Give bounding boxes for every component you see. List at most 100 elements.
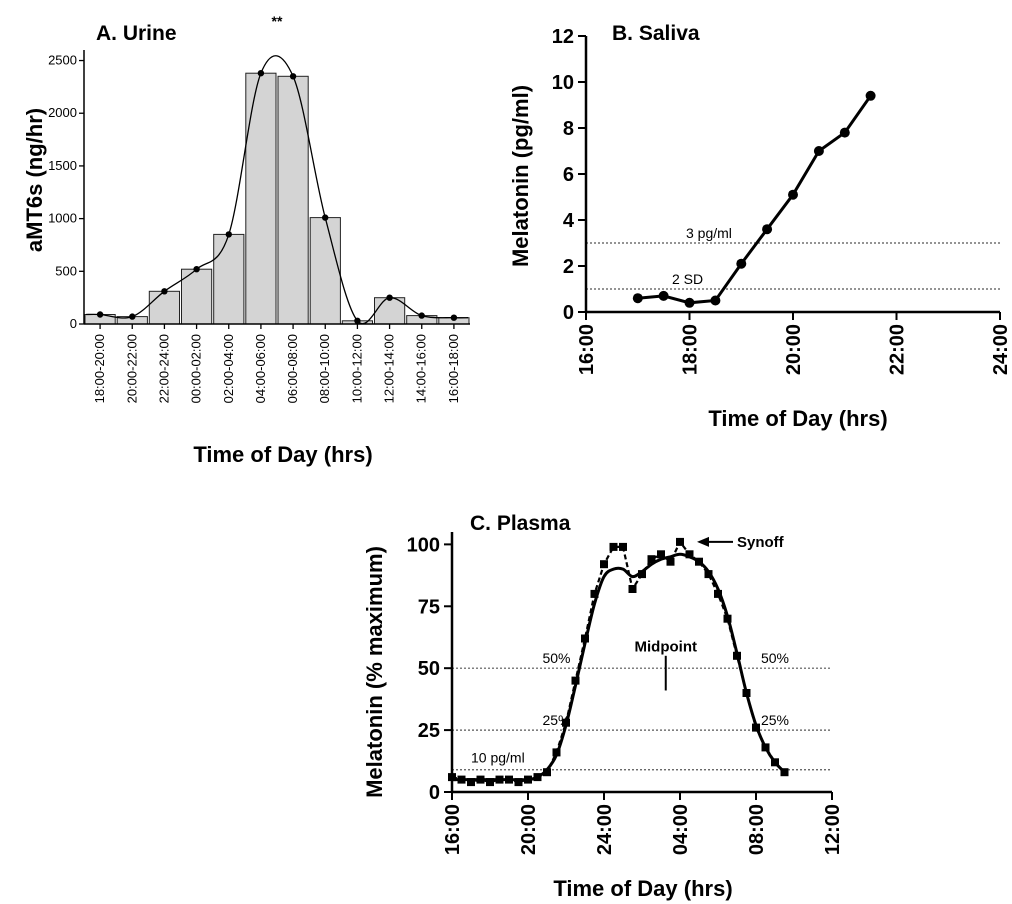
raw-point-02:00: [638, 570, 646, 579]
panel-b-x-axis-label: Time of Day (hrs): [708, 406, 887, 431]
data-point-19:30: [762, 224, 773, 235]
data-point-14:00-16:00: [418, 312, 425, 319]
data-point-04:00-06:00: [257, 70, 265, 77]
y-tick-label-4: 4: [563, 210, 575, 232]
midpoint-label: Midpoint: [635, 638, 697, 655]
x-tick-label-16:00: 16:00: [442, 804, 464, 855]
bar-04:00-06:00: [245, 72, 277, 325]
bar-06:00-08:00: [277, 75, 309, 325]
panel-b-points: [632, 90, 876, 308]
synoff-arrow-head: [697, 536, 709, 547]
bar-08:00-10:00: [309, 217, 341, 325]
x-tick-label-04:00: 04:00: [670, 804, 692, 855]
y-tick-label-1000: 1000: [48, 211, 77, 226]
x-tick-label-18:00-20:00: 18:00-20:00: [92, 334, 107, 403]
raw-point-06:00: [714, 589, 722, 598]
data-point-18:00-20:00: [96, 311, 104, 318]
x-tick-label-08:00-10:00: 08:00-10:00: [317, 334, 332, 403]
panel-b-title: B. Saliva: [612, 22, 700, 45]
panel-c-reference-lines: 50% 50%25% 25%10 pg/ml: [452, 650, 832, 771]
panel-a-title: A. Urine: [96, 22, 177, 45]
panel-b-series-line: [637, 94, 872, 305]
data-point-20:30: [813, 146, 824, 156]
panel-b-saliva: B. Saliva Melatonin (pg/ml) Time of Day …: [508, 22, 1012, 431]
data-point-18:30: [710, 295, 721, 306]
y-tick-label-50: 50: [418, 658, 440, 680]
data-point-21:30: [865, 90, 876, 101]
data-point-06:00-08:00: [289, 73, 297, 80]
reference-label-0: 3 pg/ml: [686, 225, 732, 241]
x-tick-label-20:00: 20:00: [518, 804, 540, 855]
reference-label-right-0: 50%: [761, 650, 789, 666]
data-point-17:30: [658, 290, 669, 301]
raw-point-18:00: [486, 778, 494, 787]
data-point-12:00-14:00: [386, 294, 393, 301]
panel-a-urine: A. Urine aMT6s (ng/hr) Time of Day (hrs)…: [22, 13, 470, 467]
synoff-label: Synoff: [737, 534, 785, 551]
data-point-00:00-02:00: [193, 266, 200, 273]
panel-a-y-ticks: 0 500 1000 1500 2000 2500: [48, 53, 84, 331]
raw-point-17:00: [467, 778, 475, 787]
x-tick-label-16:00-18:00: 16:00-18:00: [446, 334, 461, 403]
raw-point-04:30: [685, 550, 694, 559]
data-point-20:00: [788, 189, 798, 200]
x-tick-label-20:00-22:00: 20:00-22:00: [124, 334, 139, 403]
raw-point-04:00: [676, 537, 684, 546]
panel-a-y-axis-label: aMT6s (ng/hr): [22, 108, 47, 252]
raw-point-00:30: [609, 542, 618, 551]
x-tick-label-10:00-12:00: 10:00-12:00: [349, 334, 364, 403]
panel-a-points: [96, 70, 458, 324]
x-tick-label-18:00: 18:00: [680, 324, 702, 375]
y-tick-label-100: 100: [407, 534, 440, 556]
panel-c-y-axis-label: Melatonin (% maximum): [362, 546, 387, 798]
bar-02:00-04:00: [213, 233, 245, 325]
x-tick-label-08:00: 08:00: [746, 804, 768, 855]
x-tick-label-12:00-14:00: 12:00-14:00: [382, 334, 397, 403]
y-tick-label-6: 6: [563, 164, 574, 186]
panel-c-smoothed-curve: [452, 552, 786, 782]
data-point-10:00-12:00: [354, 317, 361, 324]
panel-c-y-ticks: 0 25 50 75 100: [407, 534, 452, 804]
panel-c-x-axis-label: Time of Day (hrs): [553, 876, 732, 901]
data-point-02:00-04:00: [225, 231, 232, 238]
raw-point-19:30: [514, 778, 523, 787]
data-point-19:00: [736, 258, 747, 269]
x-tick-label-20:00: 20:00: [783, 324, 805, 375]
y-tick-label-2: 2: [563, 256, 574, 278]
y-tick-label-0: 0: [70, 316, 77, 331]
raw-point-23:30: [590, 589, 599, 598]
raw-point-01:30: [628, 585, 637, 593]
y-tick-label-10: 10: [552, 72, 574, 94]
panel-b-reference-lines: 3 pg/ml 2 SD: [586, 225, 1000, 290]
data-point-20:00-22:00: [129, 313, 136, 320]
raw-point-24:00: [600, 560, 608, 569]
raw-point-02:30: [647, 555, 656, 564]
reference-label-1: 2 SD: [672, 271, 703, 287]
data-point-16:00-18:00: [450, 314, 458, 321]
x-tick-label-22:00-24:00: 22:00-24:00: [156, 334, 171, 403]
panel-a-significance-annotation: **: [272, 13, 283, 29]
raw-point-03:30: [666, 557, 675, 566]
raw-point-21:00: [543, 768, 551, 777]
y-tick-label-500: 500: [55, 263, 77, 278]
data-point-22:00-24:00: [161, 288, 168, 295]
y-tick-label-25: 25: [418, 720, 440, 742]
reference-label-2: 10 pg/ml: [471, 750, 525, 766]
data-point-21:00: [839, 127, 850, 138]
panel-b-x-ticks: 16:00 18:00 20:00 22:00 24:00: [576, 312, 1012, 375]
y-tick-label-0: 0: [563, 302, 574, 324]
panel-c-annotations: Midpoint Synoff: [635, 534, 785, 691]
reference-label-right-1: 25%: [761, 712, 789, 728]
raw-point-03:00: [657, 550, 665, 559]
panel-c-plasma: C. Plasma Melatonin (% maximum) Time of …: [362, 512, 844, 901]
reference-label-left-0: 50%: [542, 650, 570, 666]
y-tick-label-1500: 1500: [48, 158, 77, 173]
panel-b-y-axis-label: Melatonin (pg/ml): [508, 85, 533, 267]
panel-c-x-ticks: 16:00 20:00 24:00 04:00 08:00 12:00: [442, 792, 844, 855]
panel-c-raw-series-line: [451, 539, 786, 784]
raw-point-01:00: [619, 542, 627, 551]
panel-a-x-axis-label: Time of Day (hrs): [193, 442, 372, 467]
data-point-18:00: [684, 297, 695, 308]
x-tick-label-06:00-08:00: 06:00-08:00: [285, 334, 300, 403]
